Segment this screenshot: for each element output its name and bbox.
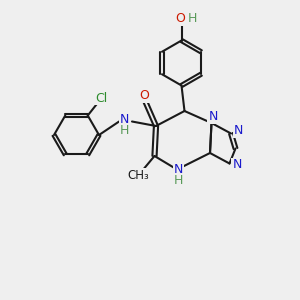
Text: O: O — [175, 12, 185, 26]
Text: H: H — [187, 12, 197, 26]
Text: O: O — [139, 89, 149, 102]
Text: N: N — [120, 112, 129, 126]
Text: N: N — [208, 110, 218, 123]
Text: H: H — [120, 124, 129, 137]
Text: N: N — [234, 124, 243, 137]
Text: Cl: Cl — [95, 92, 107, 105]
Text: CH₃: CH₃ — [127, 169, 149, 182]
Text: H: H — [174, 173, 183, 187]
Text: N: N — [232, 158, 242, 172]
Text: N: N — [174, 163, 183, 176]
